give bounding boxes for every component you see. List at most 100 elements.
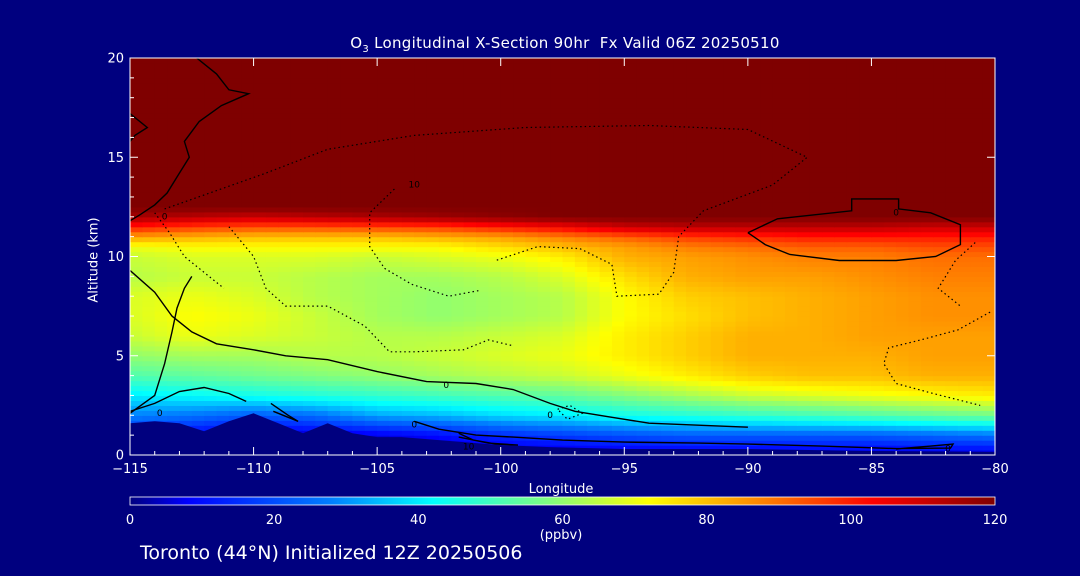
heatmap-cell	[500, 256, 514, 263]
heatmap-cell	[537, 177, 551, 183]
heatmap-cell	[797, 301, 811, 307]
heatmap-cell	[970, 216, 984, 223]
heatmap-cell	[760, 211, 774, 218]
heatmap-cell	[896, 291, 910, 297]
heatmap-cell	[401, 216, 415, 223]
heatmap-cell	[957, 246, 971, 253]
heatmap-cell	[525, 365, 539, 372]
heatmap-cell	[636, 345, 650, 352]
heatmap-cell	[970, 430, 984, 436]
heatmap-cell	[352, 415, 366, 421]
heatmap-cell	[846, 345, 860, 352]
heatmap-cell	[574, 301, 588, 307]
heatmap-cell	[846, 281, 860, 287]
heatmap-cell	[364, 420, 378, 426]
heatmap-cell	[686, 117, 700, 124]
heatmap-cell	[710, 296, 724, 302]
heatmap-cell	[500, 271, 514, 277]
heatmap-cell	[859, 251, 873, 258]
heatmap-cell	[562, 380, 576, 387]
heatmap-cell	[562, 345, 576, 352]
heatmap-cell	[278, 152, 292, 158]
heatmap-cell	[327, 102, 341, 109]
heatmap-cell	[698, 152, 712, 158]
heatmap-cell	[735, 385, 749, 392]
heatmap-cell	[216, 350, 230, 357]
heatmap-cell	[698, 415, 712, 421]
heatmap-cell	[698, 405, 712, 411]
heatmap-cell	[957, 162, 971, 168]
heatmap-cell	[772, 400, 786, 406]
heatmap-cell	[710, 385, 724, 392]
heatmap-cell	[920, 172, 934, 178]
heatmap-cell	[636, 286, 650, 292]
heatmap-cell	[859, 221, 873, 228]
heatmap-cell	[352, 251, 366, 258]
heatmap-cell	[673, 266, 687, 272]
heatmap-cell	[451, 97, 465, 104]
heatmap-cell	[636, 276, 650, 282]
heatmap-cell	[661, 430, 675, 436]
heatmap-cell	[809, 375, 823, 382]
heatmap-cell	[476, 395, 489, 402]
heatmap-cell	[525, 236, 539, 243]
heatmap-cell	[982, 445, 995, 451]
heatmap-cell	[389, 236, 403, 243]
heatmap-cell	[723, 137, 737, 143]
heatmap-cell	[735, 236, 749, 243]
heatmap-cell	[871, 340, 885, 347]
heatmap-cell	[846, 256, 860, 263]
heatmap-cell	[438, 405, 452, 411]
heatmap-cell	[859, 306, 873, 312]
heatmap-cell	[834, 206, 848, 213]
heatmap-cell	[216, 172, 230, 178]
heatmap-cell	[364, 400, 378, 406]
heatmap-cell	[167, 137, 181, 143]
heatmap-cell	[883, 127, 897, 134]
heatmap-cell	[438, 435, 452, 441]
heatmap-cell	[587, 236, 601, 243]
heatmap-cell	[253, 365, 267, 372]
heatmap-cell	[167, 400, 181, 406]
heatmap-cell	[846, 112, 860, 119]
heatmap-cell	[982, 380, 995, 387]
heatmap-cell	[191, 415, 205, 421]
heatmap-cell	[525, 430, 539, 436]
heatmap-cell	[500, 167, 514, 173]
heatmap-cell	[957, 127, 971, 134]
heatmap-cell	[488, 162, 502, 168]
heatmap-cell	[760, 410, 774, 416]
heatmap-cell	[340, 345, 354, 352]
heatmap-cell	[611, 196, 625, 203]
heatmap-cell	[624, 147, 638, 153]
heatmap-cell	[228, 122, 242, 129]
heatmap-cell	[784, 107, 798, 114]
heatmap-cell	[500, 251, 514, 258]
heatmap-cell	[525, 271, 539, 277]
heatmap-cell	[784, 370, 798, 377]
heatmap-cell	[414, 221, 428, 228]
heatmap-cell	[303, 221, 316, 228]
heatmap-cell	[611, 132, 625, 138]
heatmap-cell	[488, 201, 502, 208]
heatmap-cell	[846, 311, 860, 317]
heatmap-cell	[797, 107, 811, 114]
heatmap-cell	[438, 261, 452, 268]
heatmap-cell	[290, 157, 304, 163]
heatmap-cell	[686, 405, 700, 411]
heatmap-cell	[673, 196, 687, 203]
heatmap-cell	[130, 211, 143, 218]
heatmap-cell	[204, 122, 218, 129]
heatmap-cell	[871, 122, 885, 129]
heatmap-cell	[130, 281, 143, 287]
heatmap-cell	[636, 410, 650, 416]
heatmap-cell	[797, 172, 811, 178]
heatmap-cell	[562, 147, 576, 153]
heatmap-cell	[389, 340, 403, 347]
heatmap-cell	[784, 311, 798, 317]
heatmap-cell	[167, 157, 181, 163]
heatmap-cell	[130, 241, 143, 248]
heatmap-cell	[513, 335, 527, 342]
heatmap-cell	[241, 157, 255, 163]
heatmap-cell	[982, 321, 995, 327]
